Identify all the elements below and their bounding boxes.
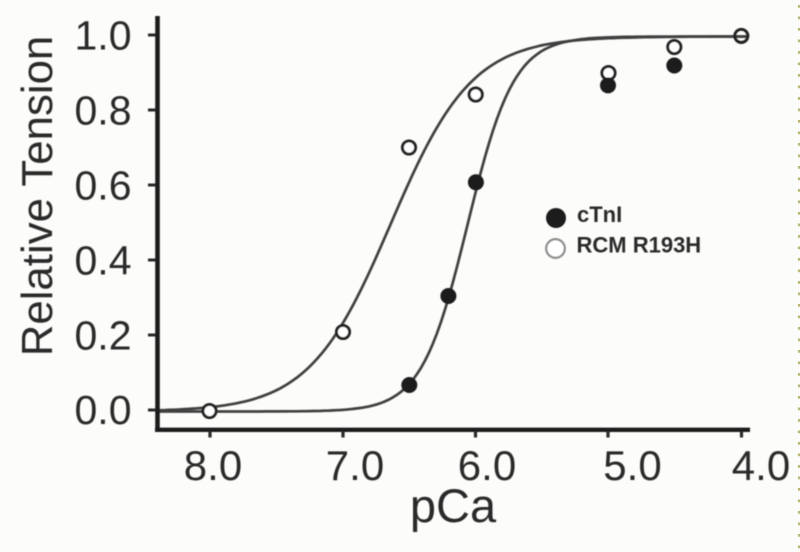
svg-text:0.4: 0.4 bbox=[75, 238, 132, 284]
svg-text:cTnI: cTnI bbox=[577, 202, 622, 227]
svg-text:5.0: 5.0 bbox=[603, 442, 661, 489]
svg-text:pCa: pCa bbox=[410, 479, 497, 532]
svg-text:Relative Tension: Relative Tension bbox=[13, 36, 62, 357]
svg-text:4.0: 4.0 bbox=[732, 442, 790, 489]
svg-text:0.0: 0.0 bbox=[75, 387, 132, 433]
svg-text:7.0: 7.0 bbox=[326, 442, 384, 489]
svg-text:0.8: 0.8 bbox=[75, 88, 132, 134]
svg-text:6.0: 6.0 bbox=[458, 442, 516, 489]
svg-text:0.6: 0.6 bbox=[75, 163, 132, 209]
svg-text:1.0: 1.0 bbox=[75, 13, 132, 59]
svg-text:0.2: 0.2 bbox=[75, 313, 132, 359]
svg-text:RCM R193H: RCM R193H bbox=[577, 233, 702, 258]
svg-text:8.0: 8.0 bbox=[184, 442, 242, 489]
